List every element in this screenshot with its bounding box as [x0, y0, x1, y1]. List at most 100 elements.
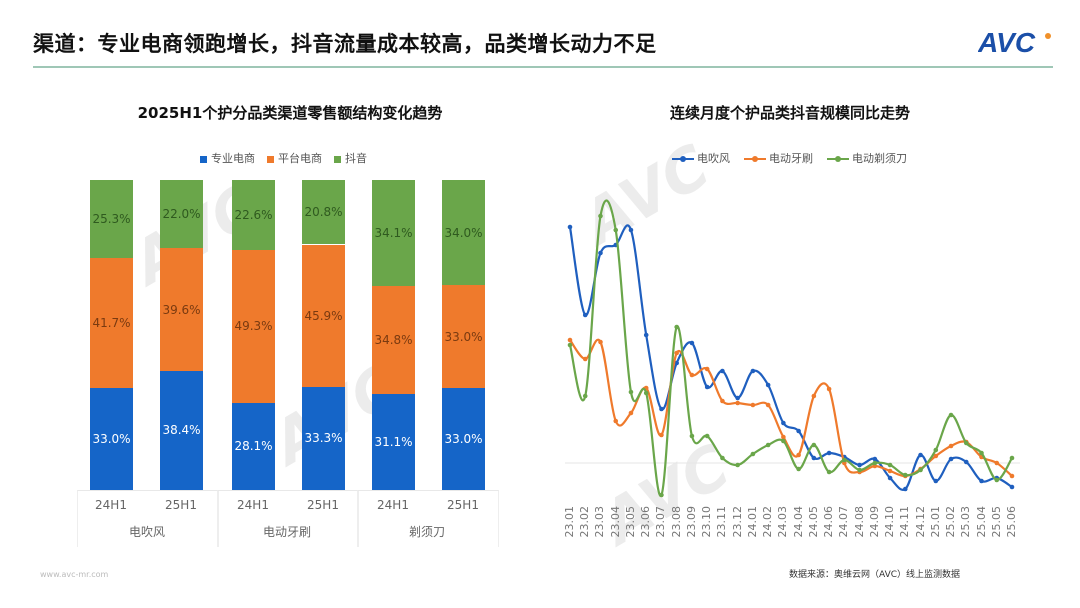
data-point [994, 477, 1000, 483]
group-axis-box [77, 490, 219, 547]
data-point [918, 452, 923, 458]
x-month-label: 23.11 [715, 506, 729, 538]
data-point [598, 250, 603, 256]
x-month-label: 24.05 [806, 506, 820, 538]
data-point [613, 418, 619, 424]
group-label: 电吹风 [128, 525, 165, 539]
x-month-label: 23.06 [639, 506, 653, 538]
bar-segment-抖音: 22.6% [232, 180, 275, 251]
svg-text:AVC: AVC [978, 27, 1036, 58]
group-axis-box [217, 490, 359, 547]
x-month-label: 23.09 [684, 506, 698, 538]
stacked-bar: 31.1% 34.8% 34.1% [372, 180, 415, 490]
legend-item: 电吹风 [672, 150, 730, 166]
data-point [689, 340, 695, 346]
data-point [598, 213, 603, 219]
data-point [933, 453, 939, 459]
data-point [765, 442, 771, 448]
data-point [872, 460, 878, 466]
data-point [704, 366, 710, 372]
x-month-label: 25.04 [974, 506, 988, 538]
stacked-bar: 28.1% 49.3% 22.6% [232, 180, 275, 490]
legend-item: 电动牙刷 [744, 150, 813, 166]
data-point [796, 428, 801, 434]
data-point [933, 478, 939, 484]
data-point [781, 434, 786, 440]
data-point [1009, 473, 1015, 479]
data-point [750, 451, 756, 457]
legend-item: 抖音 [334, 150, 367, 166]
bar-segment-平台电商: 39.6% [160, 248, 203, 371]
x-month-label: 24.03 [776, 506, 790, 538]
x-month-label: 24.10 [883, 506, 897, 538]
data-point [735, 462, 740, 468]
data-point [659, 432, 664, 438]
footer-url: www.avc-mr.com [40, 570, 109, 579]
x-category-label: 25H1 [307, 498, 339, 512]
bar-segment-专业电商: 33.3% [302, 386, 345, 490]
data-point [811, 393, 817, 399]
data-point [887, 462, 893, 468]
data-point [948, 412, 954, 418]
x-category-label: 24H1 [237, 498, 269, 512]
bar-segment-专业电商: 31.1% [372, 393, 415, 490]
data-point [750, 368, 756, 374]
x-month-label: 23.10 [700, 506, 714, 538]
data-point [979, 478, 984, 484]
data-point [918, 467, 923, 473]
x-month-label: 23.07 [654, 506, 668, 538]
header-divider [33, 66, 1053, 68]
data-point [948, 443, 954, 449]
data-point [567, 224, 573, 230]
group-axis-box [357, 490, 499, 547]
bar-chart-legend: 专业电商 平台电商 抖音 [200, 150, 367, 166]
bar-segment-平台电商: 45.9% [302, 244, 345, 387]
data-point [781, 438, 786, 444]
data-point [903, 472, 908, 478]
data-point [796, 466, 801, 472]
data-point [857, 467, 862, 473]
data-point [582, 356, 588, 362]
legend-item: 专业电商 [200, 150, 255, 166]
group-label: 剃须刀 [408, 525, 445, 539]
data-point [963, 440, 969, 446]
data-point [887, 468, 893, 474]
data-point [582, 393, 588, 399]
bar-segment-专业电商: 38.4% [160, 370, 203, 490]
data-point [689, 372, 695, 378]
data-point [811, 455, 817, 461]
data-point [689, 433, 695, 439]
stacked-bar: 38.4% 39.6% 22.0% [160, 180, 203, 490]
data-point [628, 227, 634, 233]
data-point [628, 410, 634, 416]
data-point [887, 475, 893, 481]
legend-item: 电动剃须刀 [827, 150, 907, 166]
x-month-label: 24.02 [761, 506, 775, 538]
x-month-label: 24.08 [852, 506, 866, 538]
data-point [903, 486, 908, 492]
x-month-label: 24.07 [837, 506, 851, 538]
data-point [674, 324, 679, 330]
data-point [994, 460, 1000, 466]
data-point [628, 389, 634, 395]
data-point [704, 433, 710, 439]
stacked-bar: 33.3% 45.9% 20.8% [302, 180, 345, 490]
x-month-label: 25.01 [928, 506, 942, 538]
bar-segment-抖音: 34.0% [442, 180, 485, 286]
data-point [674, 360, 679, 366]
x-month-label: 23.08 [669, 506, 683, 538]
data-point [659, 492, 664, 498]
bar-segment-抖音: 34.1% [372, 180, 415, 286]
data-point [643, 332, 649, 338]
data-point [979, 450, 984, 456]
data-point [674, 350, 679, 356]
bar-chart-title: 2025H1个护分品类渠道零售额结构变化趋势 [137, 104, 443, 122]
data-point [857, 462, 862, 468]
x-category-label: 24H1 [377, 498, 409, 512]
x-month-label: 25.05 [989, 506, 1003, 538]
line-chart-title: 连续月度个护品类抖音规模同比走势 [669, 104, 910, 122]
x-category-label: 25H1 [447, 498, 479, 512]
x-month-label: 24.01 [745, 506, 759, 538]
data-point [735, 400, 740, 406]
bar-segment-平台电商: 41.7% [90, 258, 133, 388]
